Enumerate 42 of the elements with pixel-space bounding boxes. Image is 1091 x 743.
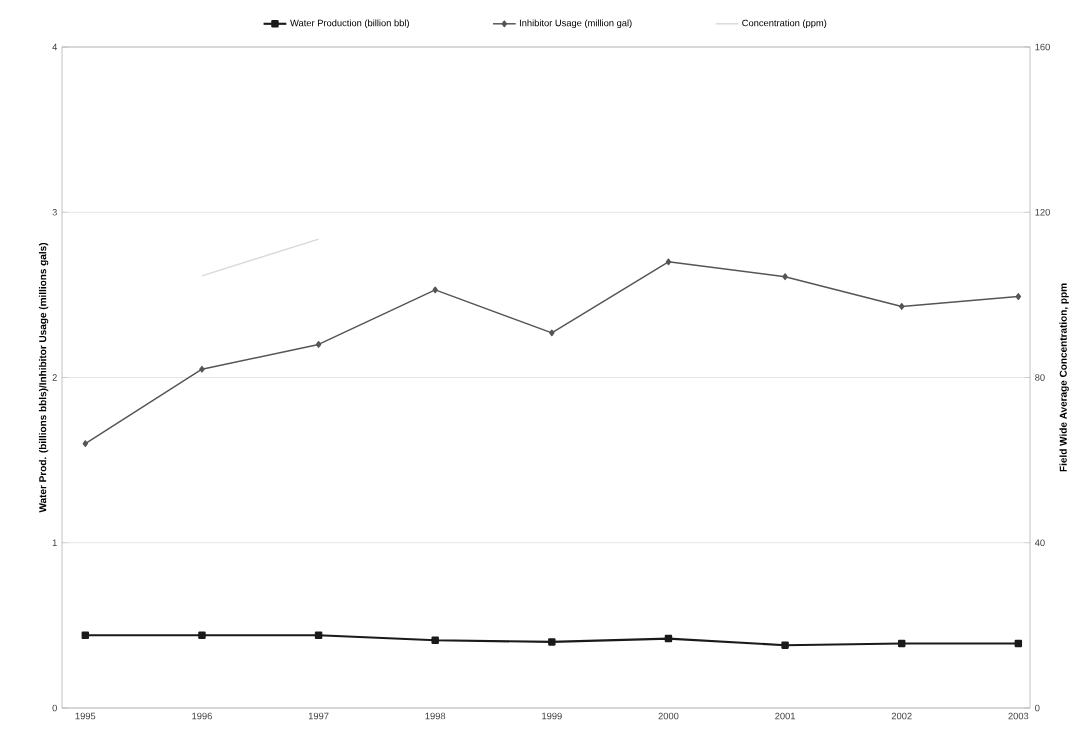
point [315,341,322,348]
point [199,365,205,373]
point [898,303,905,310]
point [198,631,206,640]
point [81,631,90,640]
point [664,634,673,643]
x-tick-label: 2001 [775,712,795,720]
point [431,636,439,644]
y2-tick-label: 40 [1034,539,1045,547]
point [82,440,89,447]
x-tick-label: 1995 [75,712,96,720]
point [781,641,789,649]
y-tick-label: 3 [52,208,57,216]
point [665,258,672,266]
point [1014,639,1023,648]
point [432,286,438,294]
y-tick-label: 0 [52,704,57,712]
point [782,273,788,281]
point [1015,293,1022,300]
y2-axis-title: Field Wide Average Concentration, ppm [1059,283,1069,472]
x-tick-label: 1998 [425,712,446,720]
y-tick-label: 4 [52,43,58,51]
y2-tick-label: 0 [1035,704,1040,712]
y-tick-label: 1 [52,539,57,546]
x-tick-label: 2002 [891,712,912,720]
y2-tick-label: 120 [1035,208,1050,216]
x-tick-label: 1996 [192,712,212,720]
legend-label: Concentration (ppm) [742,19,827,29]
x-tick-label: 1997 [308,712,329,720]
point [897,639,906,648]
y2-tick-label: 80 [1035,374,1045,381]
y-tick-label: 2 [52,374,57,381]
x-tick-label: 2003 [1008,712,1029,720]
x-tick-label: 2000 [658,712,679,720]
point [549,329,555,337]
legend-label: Inhibitor Usage (million gal) [519,19,632,29]
x-tick-label: 1999 [542,712,562,720]
y2-tick-label: 160 [1035,43,1050,51]
point [548,638,556,646]
point [314,631,323,640]
legend-label: Water Production (billion bbl) [290,19,409,29]
y-axis-title: Water Prod. (billions bbls)/Inhibitor Usage (millions gals) [38,242,49,513]
